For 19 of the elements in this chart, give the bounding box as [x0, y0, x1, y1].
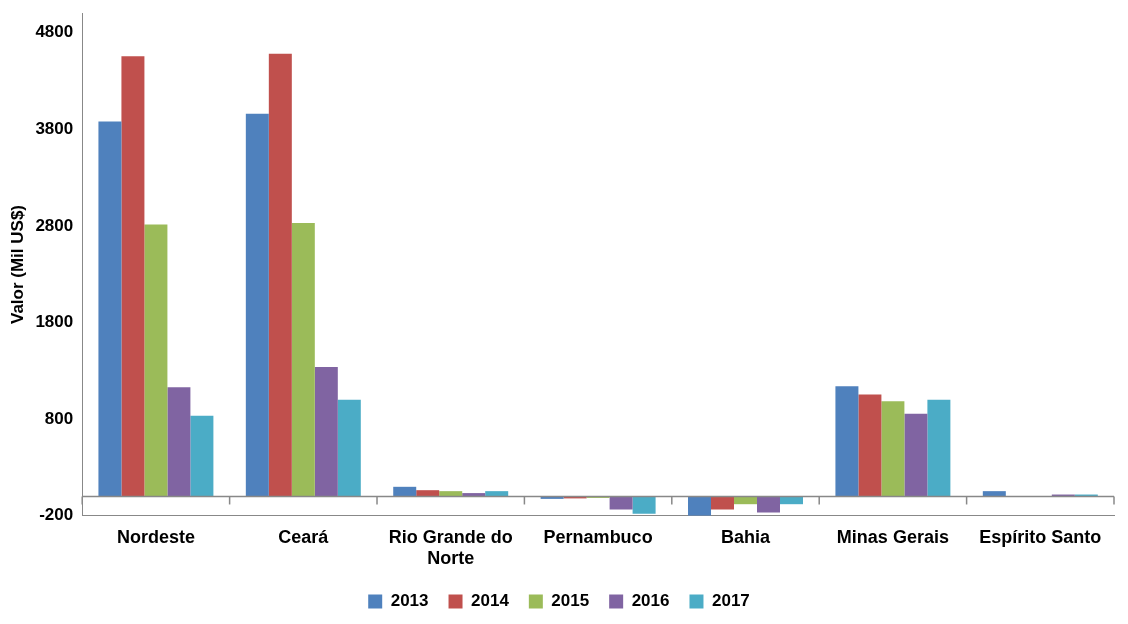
y-tick-label: 1800	[35, 312, 74, 332]
legend-label: 2013	[390, 591, 429, 611]
y-tick-label: 2800	[35, 215, 74, 235]
x-tick-label: Ceará	[278, 526, 330, 547]
legend-label: 2016	[631, 591, 670, 611]
legend-label: 2017	[711, 591, 750, 611]
x-tick-label: Espírito Santo	[979, 526, 1102, 547]
y-axis-title: Valor (Mil US$)	[7, 204, 27, 325]
x-tick-label: Pernambuco	[543, 526, 653, 547]
x-tick-label: Nordeste	[116, 526, 195, 547]
legend-label: 2014	[471, 591, 510, 611]
y-tick-label: 3800	[35, 118, 74, 138]
x-tick-label: Bahia	[720, 526, 771, 547]
y-tick-label: 4800	[35, 22, 74, 42]
y-tick-label: 800	[44, 408, 74, 428]
y-tick-label: -200	[39, 505, 74, 525]
legend-label: 2015	[551, 591, 590, 611]
x-tick-label: Rio Grande do Norte	[388, 526, 513, 569]
x-tick-label: Minas Gerais	[836, 526, 949, 547]
